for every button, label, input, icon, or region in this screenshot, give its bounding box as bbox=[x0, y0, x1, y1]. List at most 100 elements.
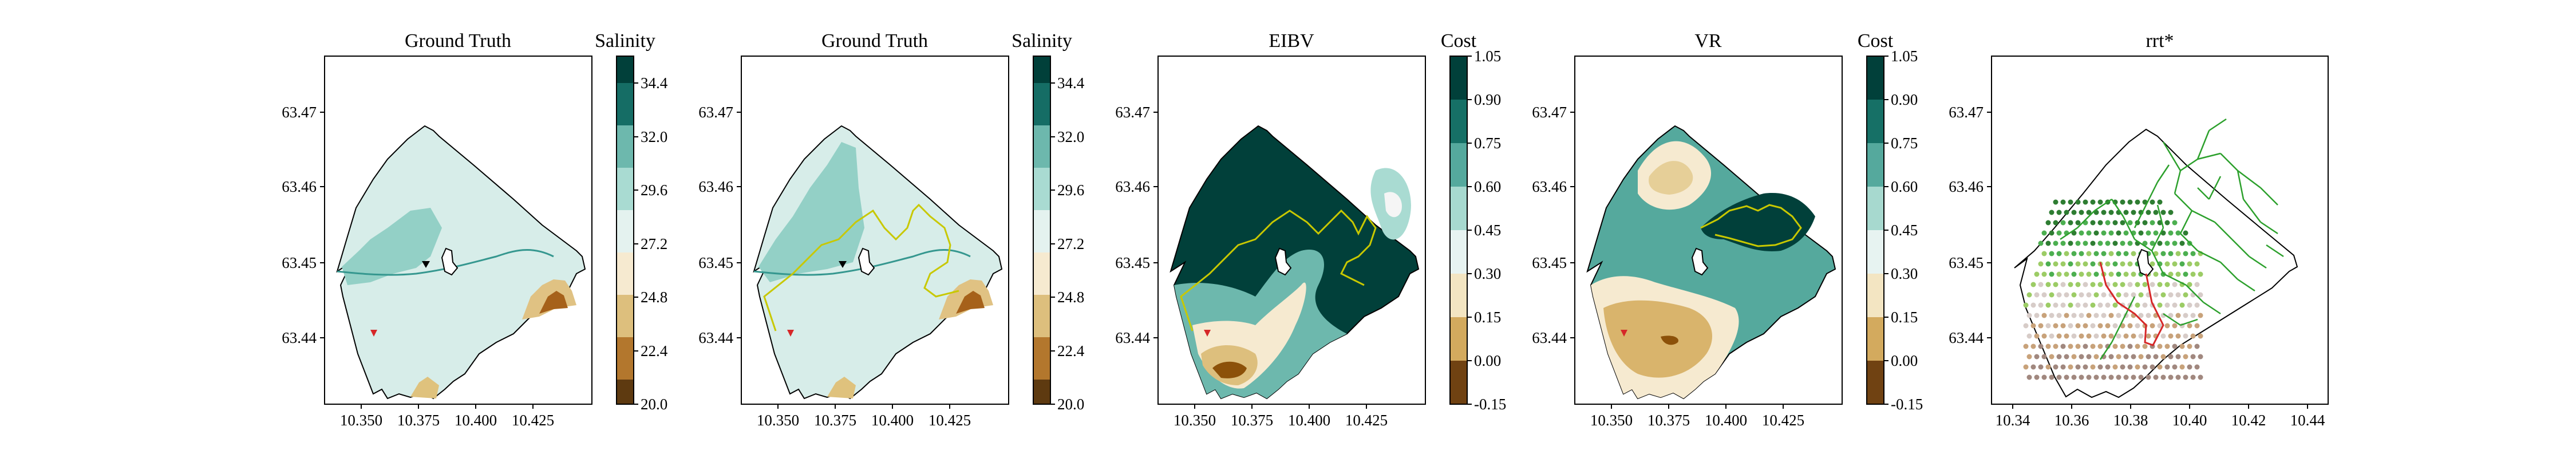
candidate-point bbox=[2049, 251, 2055, 256]
candidate-point bbox=[2142, 344, 2148, 349]
tree-edge bbox=[2196, 130, 2210, 160]
colorbar-cost-1: -0.15 0.00 0.15 0.30 0.45 0.60 0.75 0.90… bbox=[1441, 30, 1506, 413]
candidate-point bbox=[2071, 251, 2077, 256]
candidate-point bbox=[2190, 333, 2196, 339]
candidate-point bbox=[2086, 374, 2092, 380]
candidate-point bbox=[2079, 271, 2084, 277]
tree-edge bbox=[2237, 278, 2255, 292]
candidate-point bbox=[2086, 271, 2092, 277]
candidate-point bbox=[2146, 230, 2151, 236]
x-tick-label: 10.375 bbox=[397, 412, 440, 429]
candidate-point bbox=[2187, 302, 2192, 308]
x-ticks: 10.34 10.36 10.38 10.40 10.42 10.44 bbox=[1996, 404, 2325, 429]
candidate-point bbox=[2172, 261, 2178, 267]
x-tick-label: 10.375 bbox=[1231, 412, 1273, 429]
candidate-point bbox=[2112, 302, 2118, 308]
candidate-point bbox=[2105, 323, 2111, 329]
candidate-point bbox=[2187, 261, 2192, 267]
candidate-point bbox=[2093, 210, 2099, 215]
candidate-point bbox=[2179, 240, 2185, 246]
tree-edge bbox=[2203, 301, 2221, 315]
candidate-point bbox=[2131, 354, 2136, 360]
candidate-point bbox=[2175, 271, 2181, 277]
candidate-point bbox=[2064, 313, 2069, 318]
candidate-point bbox=[2041, 313, 2047, 318]
x-tick-label: 10.425 bbox=[1345, 412, 1388, 429]
candidate-point bbox=[2083, 199, 2088, 205]
x-ticks: 10.350 10.375 10.400 10.425 bbox=[1174, 404, 1388, 429]
candidate-point bbox=[2164, 302, 2170, 308]
colorbar-tick-label: 0.45 bbox=[1891, 222, 1918, 239]
candidate-point bbox=[2172, 240, 2178, 246]
panel-ground-truth-1: 63.47 63.46 63.45 63.44 10.350 10.375 10… bbox=[282, 30, 592, 429]
candidate-point bbox=[2041, 354, 2047, 360]
y-tick-label: 63.45 bbox=[1532, 254, 1567, 271]
candidate-point bbox=[2187, 282, 2192, 287]
survey-path bbox=[763, 203, 959, 331]
y-tick-label: 63.47 bbox=[1532, 104, 1567, 121]
candidate-point bbox=[2183, 271, 2188, 277]
candidate-point bbox=[2131, 374, 2136, 380]
candidate-point bbox=[2108, 354, 2114, 360]
candidate-point bbox=[2172, 364, 2178, 370]
y-tick-label: 63.45 bbox=[698, 254, 733, 271]
tree-edge bbox=[2156, 204, 2164, 228]
colorbar-tick-label: 34.4 bbox=[1057, 74, 1085, 92]
candidate-point bbox=[2150, 323, 2155, 329]
candidate-point bbox=[2112, 261, 2118, 267]
tree-edge bbox=[2174, 193, 2192, 211]
candidate-point bbox=[2127, 199, 2133, 205]
candidate-point bbox=[2120, 282, 2125, 287]
panel-title: rrt* bbox=[2146, 30, 2174, 52]
candidate-point bbox=[2157, 240, 2163, 246]
candidate-point bbox=[2138, 313, 2144, 318]
candidate-point bbox=[2112, 240, 2118, 246]
candidate-point bbox=[2056, 210, 2062, 215]
y-tick-label: 63.46 bbox=[1532, 178, 1567, 195]
colorbar-ticks: -0.15 0.00 0.15 0.30 0.45 0.60 0.75 0.90… bbox=[1467, 48, 1506, 413]
tree-edge bbox=[2208, 176, 2222, 200]
candidate-point bbox=[2179, 261, 2185, 267]
candidate-point bbox=[2120, 261, 2125, 267]
candidate-point bbox=[2146, 333, 2151, 339]
candidate-point bbox=[2108, 374, 2114, 380]
candidate-point bbox=[2038, 261, 2044, 267]
tree-edge bbox=[2179, 210, 2193, 234]
candidate-point bbox=[2038, 344, 2044, 349]
candidate-point bbox=[2079, 210, 2084, 215]
candidate-point bbox=[2198, 271, 2203, 277]
x-tick-label: 10.36 bbox=[2055, 412, 2089, 429]
candidate-point bbox=[2056, 251, 2062, 256]
tree-edge bbox=[2214, 222, 2233, 240]
domain-outline bbox=[2014, 128, 2298, 398]
colorbar-tick-label: 24.8 bbox=[1057, 289, 1084, 306]
candidate-point bbox=[2060, 302, 2066, 308]
candidate-point bbox=[2198, 292, 2203, 298]
candidate-point bbox=[2086, 251, 2092, 256]
tree-edge bbox=[2145, 181, 2159, 206]
candidate-point bbox=[2075, 302, 2081, 308]
candidate-point bbox=[2023, 323, 2029, 329]
marker-start bbox=[370, 330, 377, 337]
low-salinity-patch-south bbox=[827, 377, 856, 398]
candidate-point bbox=[2108, 251, 2114, 256]
candidate-point bbox=[2064, 333, 2069, 339]
candidate-point bbox=[2045, 282, 2051, 287]
candidate-point bbox=[2194, 323, 2200, 329]
y-ticks: 63.47 63.46 63.45 63.44 bbox=[282, 104, 325, 346]
candidate-point bbox=[2108, 313, 2114, 318]
candidate-point bbox=[2168, 354, 2174, 360]
candidate-point bbox=[2045, 344, 2051, 349]
colorbar-tick-label: 32.0 bbox=[641, 128, 667, 145]
candidate-point bbox=[2086, 230, 2092, 236]
candidate-point bbox=[2093, 374, 2099, 380]
candidate-point bbox=[2097, 240, 2103, 246]
colorbar-tick-label: 29.6 bbox=[1057, 181, 1084, 199]
candidate-point bbox=[2083, 261, 2088, 267]
candidate-point bbox=[2172, 344, 2178, 349]
candidate-point bbox=[2049, 374, 2055, 380]
survey-path bbox=[1180, 209, 1377, 331]
plot-frame bbox=[324, 56, 592, 405]
candidate-point bbox=[2068, 240, 2073, 246]
candidate-point bbox=[2049, 333, 2055, 339]
